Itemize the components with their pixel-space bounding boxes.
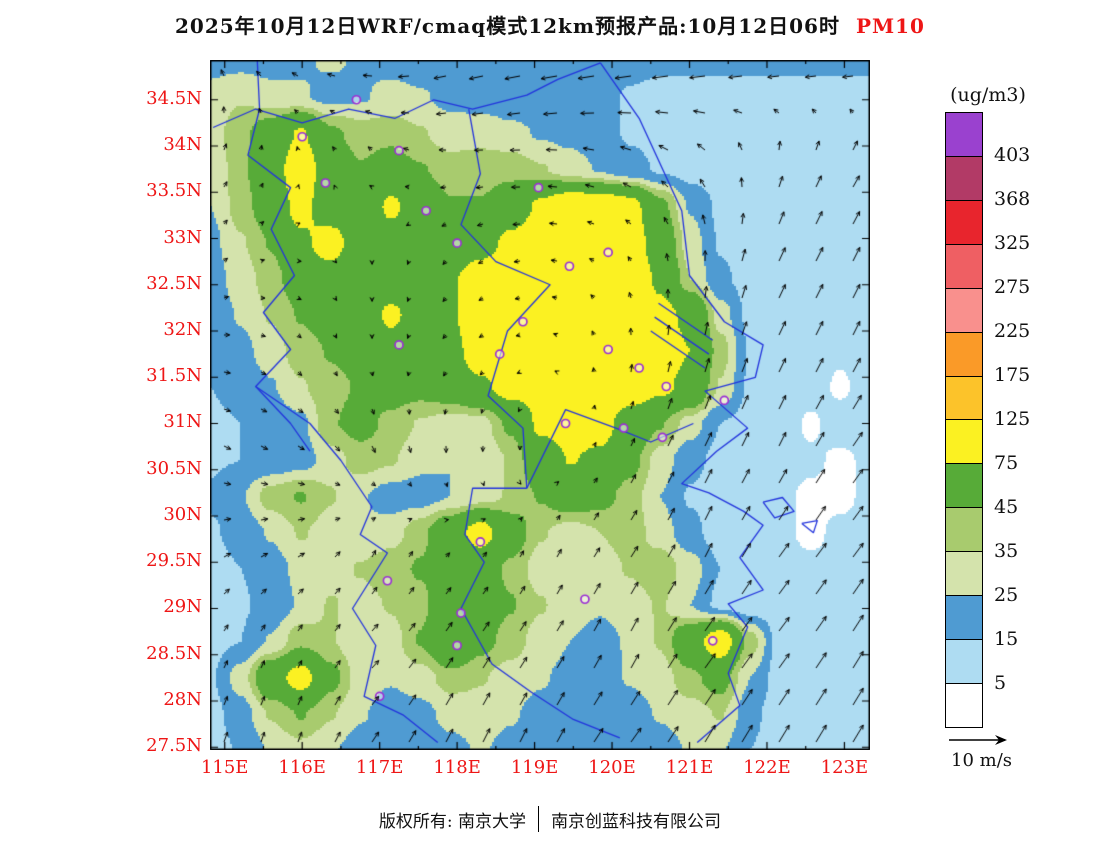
footer-owner: 版权所有: 南京大学 [378, 811, 527, 832]
lat-tick-label: 33N [163, 226, 202, 248]
colorbar-segment [946, 243, 982, 288]
lon-tick-label: 120E [588, 757, 636, 778]
colorbar-level-label: 45 [994, 496, 1019, 518]
colorbar-segment [946, 155, 982, 200]
colorbar-segment [946, 551, 982, 596]
lon-tick-label: 121E [665, 757, 714, 778]
colorbar-segment [946, 331, 982, 376]
colorbar-level-label: 25 [994, 584, 1019, 606]
colorbar-level-label: 125 [994, 408, 1031, 430]
chart-title: 2025年10月12日WRF/cmaq模式12km预报产品:10月12日06时 P… [0, 10, 1100, 39]
colorbar-level-label: 35 [994, 540, 1019, 562]
forecast-map [210, 60, 870, 750]
chart-title-main: 2025年10月12日WRF/cmaq模式12km预报产品:10月12日06时 [175, 14, 840, 38]
colorbar-level-label: 5 [994, 672, 1007, 694]
lon-tick-label: 117E [355, 757, 404, 778]
lat-tick-label: 29N [163, 596, 202, 618]
lon-tick-label: 118E [433, 757, 481, 778]
colorbar-segment [946, 419, 982, 464]
lon-tick-label: 116E [278, 757, 326, 778]
lat-tick-label: 34N [163, 134, 202, 156]
wind-scale-label: 10 m/s [951, 750, 1012, 771]
colorbar-level-label: 275 [994, 276, 1031, 298]
lat-tick-label: 34.5N [146, 87, 202, 109]
colorbar-level-label: 175 [994, 364, 1031, 386]
lon-tick-label: 115E [200, 757, 249, 778]
colorbar-level-label: 325 [994, 232, 1031, 254]
colorbar-segment [946, 682, 982, 727]
colorbar-level-label: 15 [994, 628, 1019, 650]
wind-scale-legend: 10 m/s [945, 730, 1055, 771]
wind-scale-arrow [949, 735, 1007, 745]
footer-divider [538, 806, 540, 832]
colorbar-segment [946, 595, 982, 640]
colorbar [945, 112, 983, 728]
colorbar-level-label: 368 [994, 188, 1031, 210]
colorbar-segment [946, 287, 982, 332]
lat-tick-label: 31.5N [146, 365, 202, 387]
colorbar-units: (ug/m3) [950, 84, 1026, 106]
colorbar-level-label: 75 [994, 452, 1019, 474]
lon-tick-label: 119E [510, 757, 559, 778]
colorbar-segment [946, 375, 982, 420]
lat-tick-label: 31N [163, 411, 202, 433]
lon-tick-label: 122E [743, 757, 791, 778]
colorbar-level-label: 403 [994, 144, 1031, 166]
colorbar-level-label: 225 [994, 320, 1031, 342]
lat-tick-label: 30N [163, 503, 202, 525]
lat-tick-label: 30.5N [146, 457, 202, 479]
lat-tick-label: 32N [163, 319, 202, 340]
lat-tick-label: 33.5N [146, 180, 202, 202]
lon-tick-label: 123E [820, 757, 869, 778]
footer-company: 南京创蓝科技有限公司 [551, 811, 722, 832]
lat-tick-label: 32.5N [146, 272, 202, 294]
lat-tick-label: 27.5N [146, 735, 202, 757]
colorbar-segment [946, 199, 982, 244]
colorbar-segment [946, 463, 982, 508]
footer: 版权所有: 南京大学 南京创蓝科技有限公司 [0, 806, 1100, 832]
lat-tick-label: 29.5N [146, 550, 202, 572]
chart-title-species: PM10 [855, 14, 925, 38]
lat-tick-label: 28N [163, 688, 202, 710]
colorbar-segment [946, 639, 982, 683]
lat-tick-label: 28.5N [146, 642, 202, 664]
colorbar-segment [946, 507, 982, 552]
colorbar-segment [946, 113, 982, 156]
